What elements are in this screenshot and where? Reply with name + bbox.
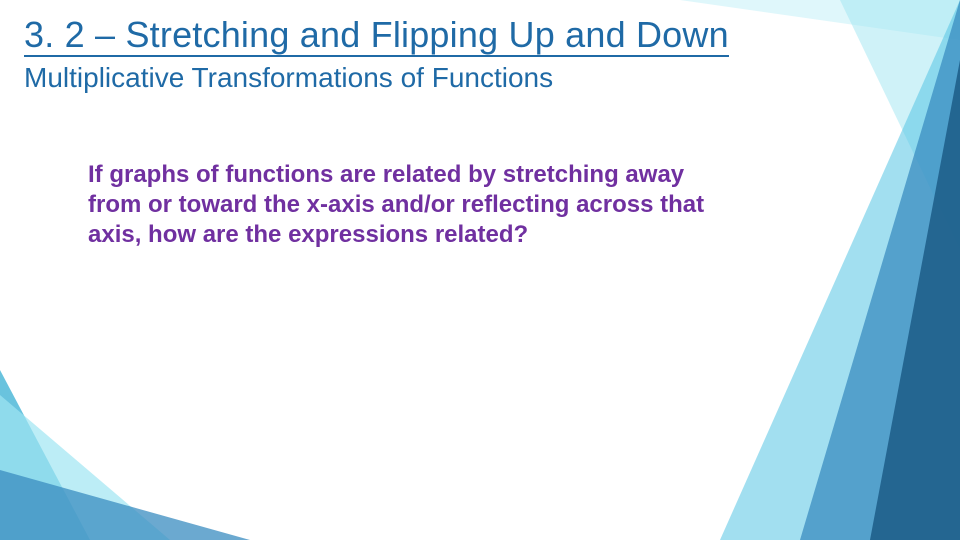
slide-body-text: If graphs of functions are related by st… xyxy=(88,160,728,250)
slide-title-text: 3. 2 – Stretching and Flipping Up and Do… xyxy=(24,14,729,57)
slide-subtitle: Multiplicative Transformations of Functi… xyxy=(24,62,553,94)
slide-title: 3. 2 – Stretching and Flipping Up and Do… xyxy=(24,14,729,56)
slide: 3. 2 – Stretching and Flipping Up and Do… xyxy=(0,0,960,540)
